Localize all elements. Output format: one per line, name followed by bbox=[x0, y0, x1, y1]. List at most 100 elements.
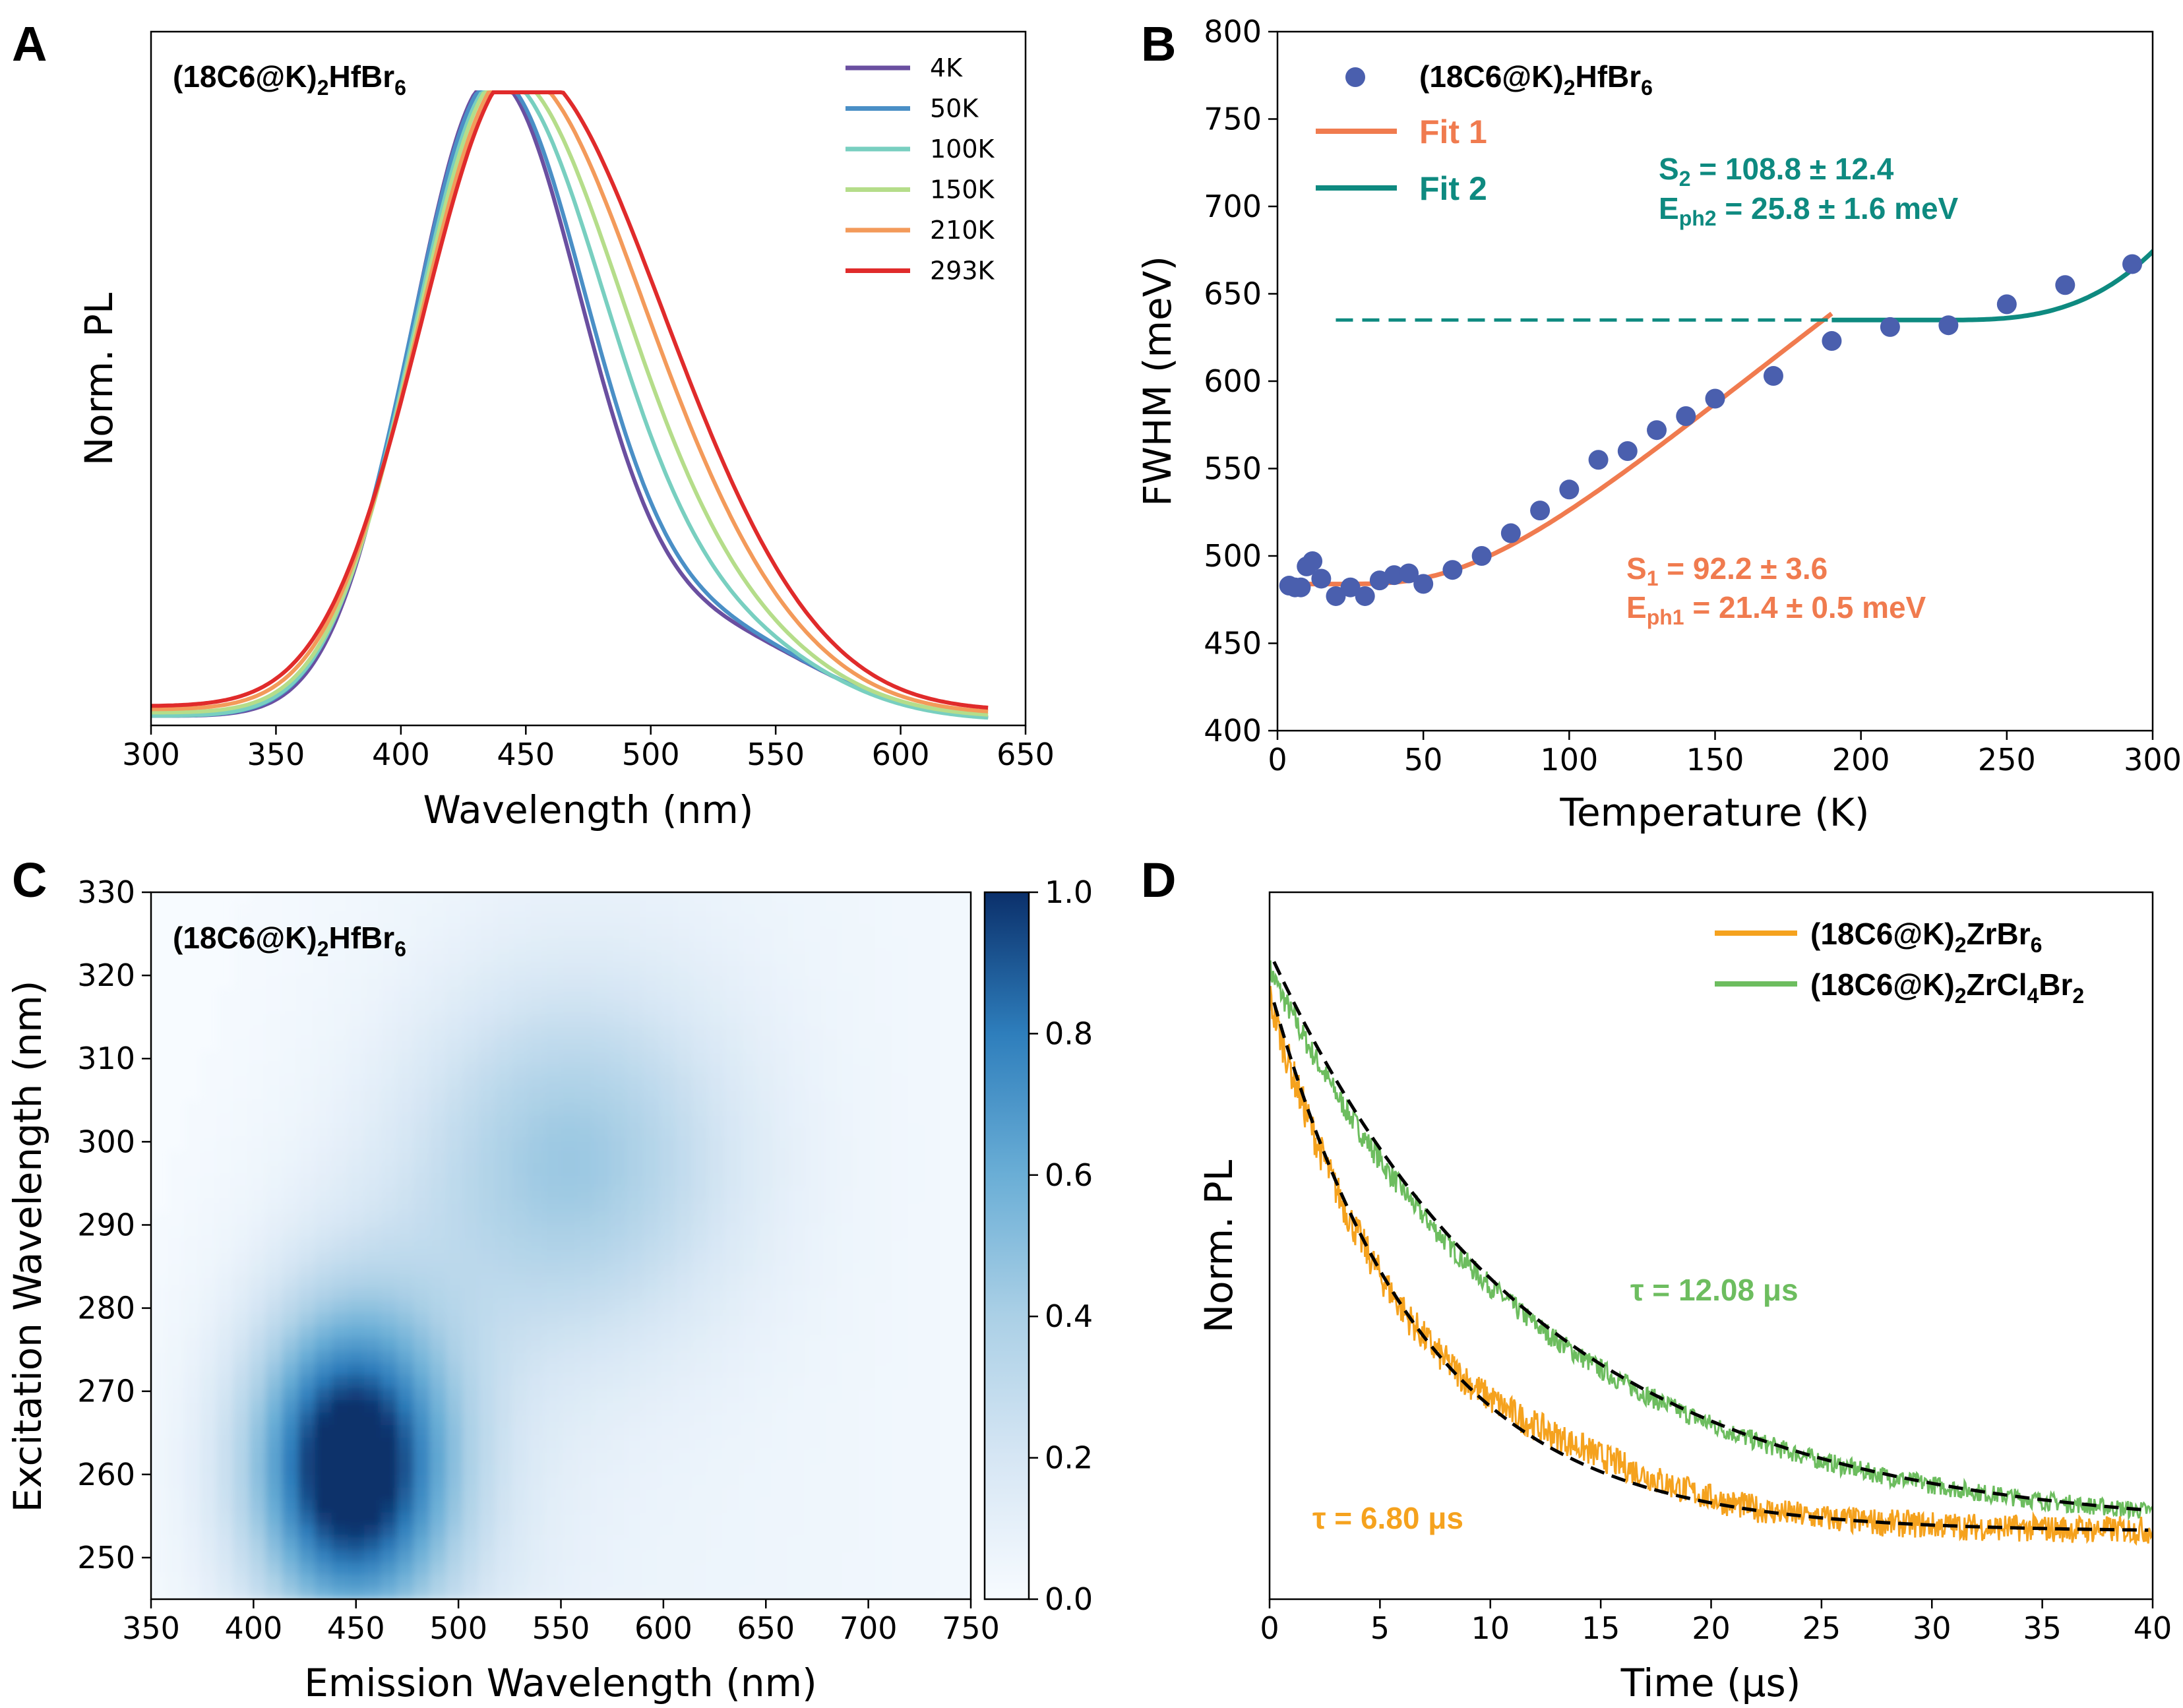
heatmap-cell bbox=[888, 1474, 906, 1488]
heatmap-cell bbox=[938, 1412, 956, 1426]
heatmap-cell bbox=[708, 1524, 726, 1538]
heatmap-cell bbox=[692, 1100, 710, 1114]
heatmap-cell bbox=[331, 892, 349, 901]
heatmap-cell bbox=[183, 1200, 201, 1213]
heatmap-cell bbox=[774, 1324, 791, 1338]
heatmap-cell bbox=[462, 892, 480, 901]
heatmap-cell bbox=[381, 1287, 398, 1300]
heatmap-cell bbox=[675, 1562, 693, 1575]
heatmap-cell bbox=[511, 1449, 529, 1463]
heatmap-cell bbox=[840, 1100, 857, 1114]
heatmap-cell bbox=[298, 1075, 316, 1089]
heatmap-cell bbox=[888, 963, 906, 977]
heatmap-cell bbox=[544, 1113, 562, 1126]
heatmap-cell bbox=[675, 1387, 693, 1401]
heatmap-cell bbox=[315, 925, 332, 939]
heatmap-cell bbox=[200, 1050, 218, 1064]
heatmap-cell bbox=[479, 892, 497, 901]
heatmap-cell bbox=[856, 1225, 873, 1238]
heatmap-cell bbox=[544, 1087, 562, 1101]
heatmap-cell bbox=[396, 1562, 414, 1575]
heatmap-cell bbox=[659, 1524, 677, 1538]
heatmap-cell bbox=[528, 1062, 545, 1076]
heatmap-cell bbox=[938, 1275, 956, 1288]
series-line-150K bbox=[151, 90, 989, 717]
heatmap-cell bbox=[840, 1200, 857, 1213]
heatmap-cell bbox=[233, 1499, 251, 1513]
heatmap-cell bbox=[888, 892, 906, 901]
heatmap-cell bbox=[282, 1461, 299, 1475]
heatmap-cell bbox=[921, 1324, 939, 1338]
heatmap-cell bbox=[479, 1449, 497, 1463]
heatmap-cell bbox=[905, 975, 923, 989]
heatmap-cell bbox=[495, 1275, 512, 1288]
heatmap-cell bbox=[446, 1511, 464, 1525]
heatmap-cell bbox=[183, 1437, 201, 1450]
heatmap-cell bbox=[872, 1237, 890, 1251]
data-point bbox=[1938, 315, 1959, 336]
heatmap-cell bbox=[216, 1225, 234, 1238]
heatmap-cell bbox=[200, 1125, 218, 1138]
heatmap-cell bbox=[659, 1574, 677, 1588]
heatmap-cell bbox=[610, 900, 627, 914]
heatmap-cell bbox=[938, 1113, 956, 1126]
heatmap-cell bbox=[790, 1162, 808, 1176]
heatmap-cell bbox=[413, 1150, 431, 1163]
heatmap-cell bbox=[233, 1287, 251, 1300]
heatmap-cell bbox=[888, 1138, 906, 1151]
data-point bbox=[1647, 420, 1667, 441]
heatmap-cell bbox=[675, 925, 693, 939]
data-point bbox=[1763, 366, 1783, 386]
heatmap-cell bbox=[725, 1125, 742, 1138]
heatmap-cell bbox=[396, 1524, 414, 1538]
heatmap-cell bbox=[856, 1574, 873, 1588]
heatmap-cell bbox=[626, 1025, 644, 1039]
heatmap-cell bbox=[249, 1474, 267, 1488]
heatmap-cell bbox=[856, 1075, 873, 1089]
heatmap-cell bbox=[429, 1162, 447, 1176]
heatmap-cell bbox=[823, 913, 841, 927]
data-point bbox=[1303, 551, 1323, 571]
heatmap-cell bbox=[544, 1374, 562, 1388]
heatmap-cell bbox=[725, 1486, 742, 1500]
heatmap-cell bbox=[807, 1362, 824, 1376]
heatmap-cell bbox=[183, 1337, 201, 1351]
heatmap-cell bbox=[938, 1250, 956, 1264]
heatmap-cell bbox=[381, 1437, 398, 1450]
heatmap-cell bbox=[413, 1549, 431, 1563]
heatmap-cell bbox=[348, 1187, 365, 1201]
heatmap-cell bbox=[446, 925, 464, 939]
heatmap-cell bbox=[429, 1474, 447, 1488]
heatmap-cell bbox=[429, 1174, 447, 1188]
heatmap-cell bbox=[315, 1349, 332, 1363]
heatmap-cell bbox=[790, 913, 808, 927]
heatmap-cell bbox=[610, 1362, 627, 1376]
heatmap-cell bbox=[888, 1237, 906, 1251]
heatmap-cell bbox=[462, 1562, 480, 1575]
heatmap-cell bbox=[741, 1174, 758, 1188]
heatmap-cell bbox=[610, 1524, 627, 1538]
heatmap-cell bbox=[479, 1324, 497, 1338]
x-tick-label: 25 bbox=[1802, 1610, 1841, 1646]
heatmap-cell bbox=[511, 1150, 529, 1163]
heatmap-cell bbox=[741, 1474, 758, 1488]
heatmap-cell bbox=[921, 1312, 939, 1326]
heatmap-cell bbox=[315, 1511, 332, 1525]
heatmap-cell bbox=[167, 1349, 185, 1363]
heatmap-cell bbox=[381, 1100, 398, 1114]
heatmap-cell bbox=[938, 1549, 956, 1563]
heatmap-cell bbox=[823, 1150, 841, 1163]
heatmap-cell bbox=[610, 1574, 627, 1588]
heatmap-cell bbox=[348, 1374, 365, 1388]
heatmap-cell bbox=[774, 1562, 791, 1575]
heatmap-cell bbox=[577, 963, 595, 977]
data-point bbox=[1413, 574, 1434, 594]
heatmap-cell bbox=[462, 1125, 480, 1138]
heatmap-cell bbox=[823, 900, 841, 914]
heatmap-cell bbox=[708, 1449, 726, 1463]
heatmap-cell bbox=[315, 1424, 332, 1438]
heatmap-cell bbox=[642, 950, 660, 964]
heatmap-cell bbox=[479, 975, 497, 989]
heatmap-cell bbox=[872, 1424, 890, 1438]
heatmap-cell bbox=[888, 1437, 906, 1450]
